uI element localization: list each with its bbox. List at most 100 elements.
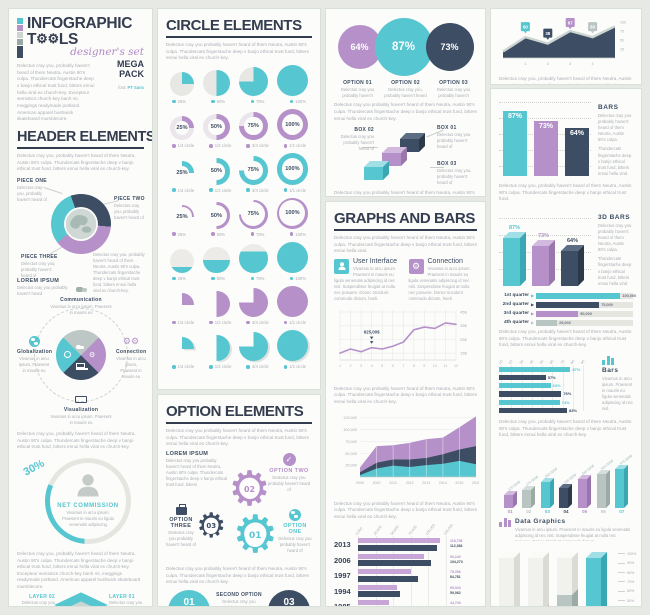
bar-value: 112,384 [450,544,463,549]
axis-tick: 60% [618,589,636,593]
circle-chart-50 [203,334,232,363]
legend-item: 1/1 circle [283,364,306,369]
gears-diagram: LOREM IPSUM Delectus cray you probably h… [166,451,312,563]
bar [358,584,398,590]
bar-label: 87% [508,225,520,232]
tick-line [618,600,625,602]
slice [276,285,308,318]
legend-label: 1/4 circle [177,364,195,370]
bars [358,569,477,582]
bar-value: 50,000 [580,311,592,316]
layer-02-label: LAYER 02 Delectus cray you probably have… [21,593,55,606]
percent-column [499,551,520,606]
bars-heading: BARS [598,104,619,111]
cuboid-front [540,481,550,508]
iso-column: 375 000$ 07 [615,453,633,514]
iso-column: 175 000$ 02 [521,474,539,514]
mini-bars-text: Vivamus in arcu ipsum. Praesent in mauri… [602,375,633,412]
logo-color-strip-icon [17,16,23,58]
bar-value: 59,062 [450,590,461,595]
percent-axis: 100%90%80%70%60%50%40%30%20%10% [618,552,636,606]
slice [203,334,230,362]
circle-label: 100% [285,121,300,128]
svg-text:4: 4 [592,62,594,66]
legend-dot [209,320,213,325]
paragraph: Delectus cray you, probably haven't hear… [499,328,632,348]
fill-side [543,605,549,606]
layer-01-label: LAYER 01 Delectus cray you probably have… [109,593,143,606]
commission-percent: 30% [21,457,47,479]
axis-tick: 80% [618,571,636,575]
column-value: 175 000$ [525,474,540,487]
quarter-bar-row: 4th quarter ▶ 25,000 [499,319,633,326]
lorem-ipsum-block: LOREM IPSUM Delectus cray you probably h… [17,278,73,297]
cuboid-side [605,470,610,508]
legend-item: 75% [250,99,264,104]
cuboid-side [572,551,578,606]
legend-dot [211,99,215,104]
piece-three-text: Delectus cray you, probably haven't hear… [21,260,56,279]
tick-label: 60% [627,589,635,594]
column-value: 320 000$ [599,459,614,472]
panel-circle-elements: CIRCLE ELEMENTS Delectus cray you probab… [157,8,321,390]
font-value: PT Sans [127,84,144,90]
svg-text:4: 4 [371,364,373,368]
column-number: 05 [582,508,588,514]
bars-3d-text: Thundercats fingerstache deep v banjo et… [598,256,632,286]
feature-text: Vivamus in arcu ipsum. Praesent in mauri… [334,265,397,302]
svg-text:2016: 2016 [472,481,479,485]
circle-hole: 50% [208,163,225,180]
circle-label: 100% [285,165,300,172]
legend: 1/4 circle 1/2 circle 3/4 circle 1/1 circle [166,143,312,148]
grid-line [499,118,591,119]
legend-label: 50% [216,275,226,281]
paragraph: Delectus cray you probably haven't heard… [334,235,477,254]
circle-chart-75 [238,332,270,363]
axis-tick: 90% [618,561,636,565]
logo-letter: T [27,30,37,48]
svg-text:3: 3 [360,364,362,368]
svg-text:50: 50 [620,39,624,43]
paragraph: Delectus cray you, probably haven't hear… [499,76,632,84]
column-value: 280 000$ [581,463,596,476]
legend-dot [172,365,176,369]
svg-text:11: 11 [443,364,447,368]
bar-value: 83% [569,407,578,413]
legend-dot [283,144,288,148]
grid-line [552,364,554,411]
lorem-text: Delectus cray you probably haven't heard… [166,457,228,488]
section-title-option-elements: OPTION ELEMENTS [166,403,312,424]
bar-3d: 73% [532,233,555,286]
bar-value: 75,000 [601,302,613,307]
bar-track: 50,000 [536,310,633,317]
cuboid [586,551,607,606]
svg-text:50,000: 50,000 [345,451,357,455]
gears-icon: ⚙ [89,351,96,359]
stacked-area-chart: 125,000 100,000 75,000 50,000 25,000 2009 2010… [343,416,480,485]
box-03-label: BOX 03 Delectus cray you, probably haven… [437,161,472,186]
tick-label: 50% [627,598,635,603]
wheel-label: Connection [116,348,147,355]
circle-chart-50 [203,69,230,97]
circle-chart-25: 25% [170,116,194,141]
font-note: font: PT Sans [101,85,144,90]
legend-item: 1/2 circle [209,364,232,369]
cuboid-front [499,557,514,606]
legend-label: 3/4 circle [251,187,269,193]
piece-two-label: PIECE TWO [114,195,145,202]
legend-label: 1/2 circle [214,320,232,326]
section-title-graphs-and-bars: GRAPHS AND BARS [334,210,477,231]
circle-row [166,285,312,318]
legend-dot [250,232,254,236]
grid-line [499,102,591,103]
bar-value: 63% [552,383,561,389]
legend-dot [172,99,176,104]
gear-icon: ⚙ [36,30,48,46]
bar-value: 55,943 [450,585,461,590]
logo-subtitle: designer's set [70,45,144,58]
slice [276,330,308,362]
circle-hole: 75% [243,116,263,136]
cuboid-front [578,478,588,508]
column-number: 06 [600,508,606,514]
laptop-icon [76,362,88,370]
